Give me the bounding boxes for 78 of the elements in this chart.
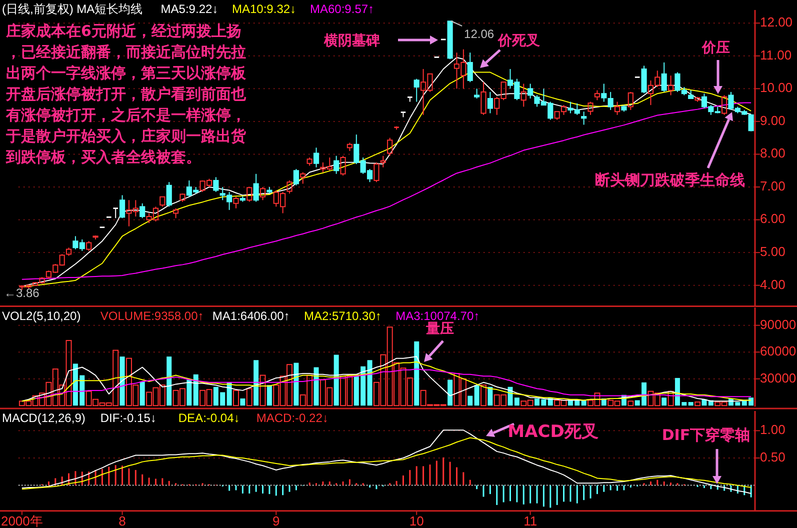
- bar: [140, 382, 145, 406]
- text: MA1:6406.00↑: [212, 309, 290, 323]
- y-tick-label: 1.00: [760, 422, 786, 438]
- x-tick-label: 2000年: [0, 513, 43, 528]
- line-series: [34, 368, 752, 399]
- y-tick-label: 5.00: [760, 244, 786, 259]
- text: MA3:10074.70↑: [396, 309, 480, 323]
- y-tick-label: 9.00: [760, 112, 786, 128]
- text: DIF:-0.15↓: [100, 411, 156, 425]
- text: MA10:9.32↓: [232, 2, 296, 16]
- bar: [514, 398, 520, 406]
- y-tick-label: 10.00: [760, 80, 793, 96]
- annotation: 量压: [425, 321, 454, 337]
- y-tick-label: 90000: [760, 316, 796, 332]
- bar: [367, 360, 372, 406]
- bar: [668, 390, 674, 406]
- bar: [240, 398, 246, 406]
- y-tick-label: 60000: [760, 344, 796, 359]
- annotation: ←3.86: [4, 286, 40, 300]
- bar: [193, 374, 198, 406]
- bar: [688, 402, 694, 406]
- text: MA5:9.22↓: [160, 2, 218, 16]
- bar: [260, 374, 266, 406]
- bar: [448, 380, 453, 406]
- text: MACD:-0.22↓: [256, 411, 328, 425]
- candlestick: [112, 208, 119, 219]
- candlestick: [581, 111, 587, 126]
- bar: [120, 356, 125, 406]
- bar: [166, 356, 172, 406]
- bar: [254, 360, 259, 406]
- y-tick-label: 8.00: [760, 146, 786, 161]
- text: DEA:-0.04↓: [178, 411, 240, 425]
- y-tick-label: 7.00: [760, 178, 786, 194]
- candlestick: [380, 155, 386, 168]
- bar: [414, 341, 420, 406]
- x-tick-label: 9: [272, 513, 280, 528]
- bar: [474, 385, 480, 406]
- bar: [702, 399, 707, 406]
- x-tick-label: 11: [524, 513, 538, 528]
- chart-title: (日线,前复权) MA短长均线: [2, 2, 143, 16]
- bar: [628, 400, 634, 406]
- y-tick-label: 0.50: [760, 449, 786, 464]
- chart-title: MACD(12,26,9): [2, 411, 86, 425]
- annotation: 价压: [701, 40, 730, 56]
- y-tick-label: 12.00: [760, 14, 793, 30]
- x-tick-label: 8: [118, 513, 126, 528]
- annotation: MACD死叉: [508, 422, 598, 442]
- y-tick-label: 30000: [760, 370, 796, 386]
- annotation: DIF下穿零轴: [662, 426, 750, 444]
- bar: [488, 386, 493, 406]
- candlestick: [487, 91, 493, 114]
- y-tick-label: 11.00: [760, 47, 792, 62]
- bar: [246, 388, 252, 406]
- bar: [694, 402, 701, 406]
- text: MA60:9.57↑: [310, 2, 374, 16]
- annotation: 价死叉: [497, 33, 540, 49]
- bar: [581, 400, 586, 406]
- candlestick: [520, 83, 526, 108]
- bar: [334, 354, 339, 406]
- bar: [314, 367, 319, 406]
- bar: [186, 380, 192, 406]
- text: VOLUME:9358.00↑: [100, 309, 204, 323]
- x-tick-label: 10: [409, 513, 424, 528]
- y-tick-label: 6.00: [760, 211, 786, 226]
- chart-title: VOL2(5,10,20): [2, 309, 81, 323]
- bar: [294, 362, 299, 406]
- bar: [480, 384, 486, 406]
- annotation: 断头铡刀跌破季生命线: [595, 171, 745, 189]
- bar: [662, 398, 667, 406]
- bar: [468, 396, 473, 406]
- text: MA2:5710.30↑: [304, 309, 382, 323]
- annotation: 横阴墓碑: [323, 33, 380, 49]
- candlestick: [334, 155, 340, 174]
- bar: [266, 385, 272, 406]
- annotation: 庄家成本在6元附近，经过两拨上扬，已经接近翻番，而接近高位时先拉出两个一字线涨停，第三天以涨停板开盘后涨停被打开，散户看到前面也有涨停被打开，之后不是一样涨停，于是散户开始买入，庄家则一路出货到跌停板，买入者全线被套。: [5, 22, 247, 166]
- annotation: 12.06: [464, 27, 494, 41]
- bar: [232, 390, 239, 406]
- y-tick-label: 4.00: [760, 276, 786, 292]
